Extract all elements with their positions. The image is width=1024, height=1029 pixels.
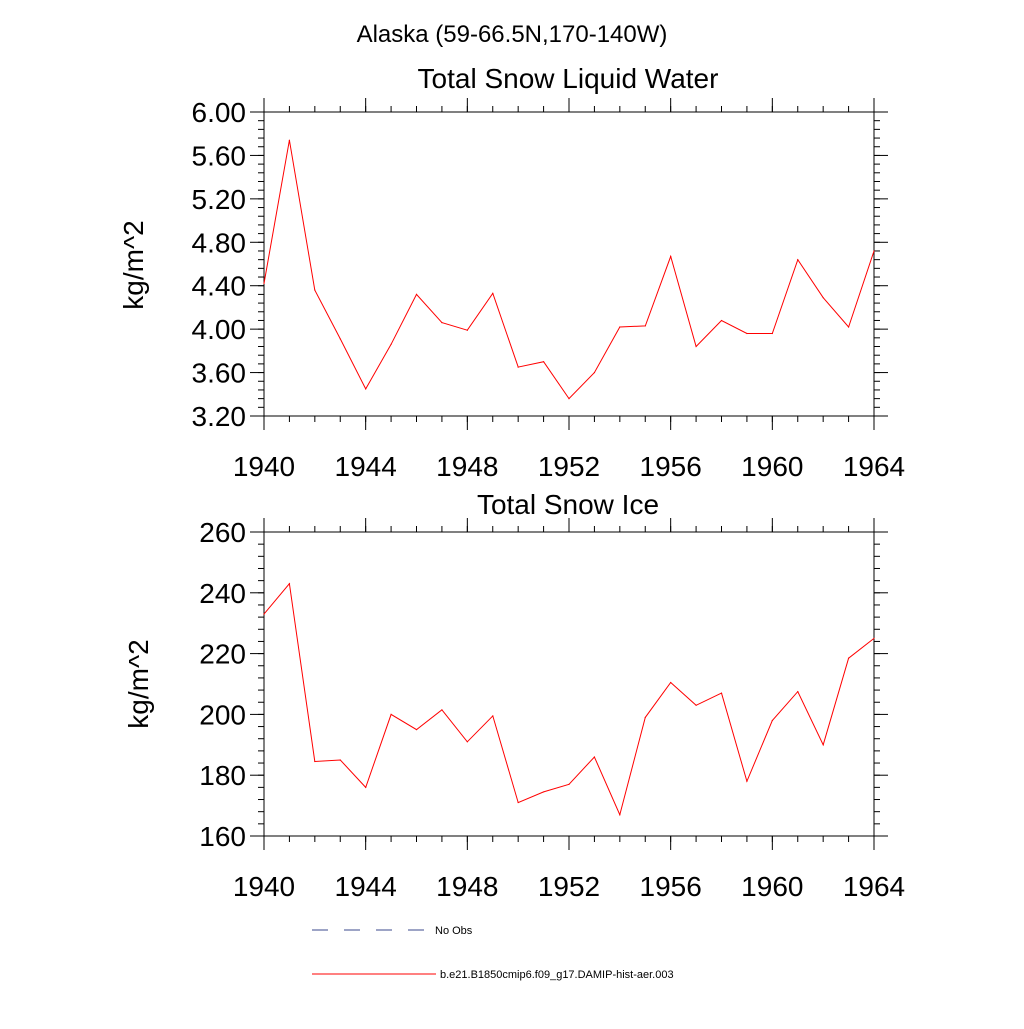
data-point — [288, 583, 291, 585]
data-point — [314, 760, 316, 763]
plot-frame — [263, 111, 875, 417]
data-point — [822, 744, 824, 746]
y-tick-label: 3.60 — [192, 358, 247, 389]
x-tick-label: 1940 — [233, 871, 295, 902]
data-point — [314, 289, 316, 291]
y-tick-label: 220 — [199, 639, 246, 670]
data-point — [847, 657, 850, 659]
data-point — [746, 332, 748, 335]
data-point — [542, 361, 545, 363]
data-point — [746, 780, 748, 782]
chart-title: Total Snow Ice — [477, 489, 659, 520]
data-point — [670, 681, 672, 684]
series-line — [263, 582, 875, 817]
data-point — [771, 719, 773, 722]
y-axis-label: kg/m^2 — [118, 220, 149, 309]
y-tick-label: 5.20 — [192, 184, 247, 215]
figure-title: Alaska (59-66.5N,170-140W) — [357, 21, 668, 48]
panel-snow-ice: Total Snow Ice kg/m^2 160 180 200 220 240 260… — [123, 489, 905, 902]
data-point — [771, 332, 773, 335]
legend: No Obs b.e21.B1850cmip6.f09_g17.DAMIP-hi… — [312, 925, 674, 981]
y-tick-label: 180 — [199, 760, 246, 791]
data-point — [288, 139, 291, 141]
data-point — [492, 715, 494, 717]
plot-frame — [263, 531, 875, 837]
x-tick-label: 1944 — [335, 451, 397, 482]
data-point — [720, 692, 723, 694]
y-tick-label: 240 — [199, 578, 246, 609]
x-tick-label: 1964 — [843, 871, 905, 902]
data-point — [619, 814, 621, 816]
y-tick-label: 4.80 — [192, 227, 247, 258]
x-tick-label: 1960 — [741, 871, 803, 902]
x-tick-label: 1964 — [843, 451, 905, 482]
y-tick-label: 260 — [199, 517, 246, 548]
y-tick-label: 4.00 — [192, 314, 247, 345]
data-point — [644, 325, 646, 327]
data-point — [593, 756, 596, 758]
series-line — [263, 140, 875, 400]
x-tick-label: 1960 — [741, 451, 803, 482]
y-tick-label: 200 — [199, 699, 246, 730]
data-point — [822, 297, 824, 299]
y-axis-label: kg/m^2 — [123, 639, 154, 728]
x-tick-label: 1940 — [233, 451, 295, 482]
data-point — [517, 801, 519, 804]
data-point — [695, 345, 697, 348]
y-tick-label: 3.20 — [192, 401, 247, 432]
panel-snow-liquid-water: Total Snow Liquid Water kg/m^2 3.20 3.60 4… — [118, 63, 905, 482]
data-point — [263, 282, 265, 285]
data-point — [441, 322, 443, 324]
x-tick-label: 1952 — [538, 871, 600, 902]
x-tick-label: 1952 — [538, 451, 600, 482]
data-point — [492, 292, 494, 294]
data-point — [517, 366, 519, 368]
data-point — [695, 704, 697, 706]
data-point — [542, 791, 545, 793]
data-point — [441, 709, 443, 711]
data-point — [390, 343, 392, 345]
x-tick-label: 1956 — [640, 871, 702, 902]
chart-title: Total Snow Liquid Water — [418, 63, 719, 94]
data-point — [568, 398, 570, 400]
legend-label-no-obs: No Obs — [435, 925, 473, 937]
data-point — [873, 250, 875, 252]
y-tick-label: 4.40 — [192, 271, 247, 302]
data-point — [720, 319, 723, 322]
x-tick-label: 1948 — [436, 871, 498, 902]
x-tick-label: 1944 — [335, 871, 397, 902]
data-point — [466, 741, 468, 743]
data-point — [339, 338, 341, 340]
data-point — [466, 329, 468, 331]
data-point — [365, 388, 367, 390]
data-point — [415, 729, 418, 731]
x-tick-label: 1956 — [640, 451, 702, 482]
data-point — [797, 691, 799, 693]
legend-label-model-run: b.e21.B1850cmip6.f09_g17.DAMIP-hist-aer.… — [440, 969, 674, 981]
data-point — [568, 783, 570, 785]
data-point — [365, 786, 367, 788]
data-point — [390, 713, 392, 716]
x-tick-label: 1948 — [436, 451, 498, 482]
data-point — [415, 293, 418, 295]
data-point — [644, 716, 646, 719]
y-tick-label: 6.00 — [192, 97, 247, 128]
data-point — [797, 259, 799, 261]
data-point — [339, 759, 341, 761]
y-tick-label: 160 — [199, 821, 246, 852]
data-point — [619, 326, 621, 328]
data-point — [670, 255, 672, 257]
data-point — [263, 613, 265, 615]
y-tick-label: 5.60 — [192, 140, 247, 171]
data-point — [593, 371, 596, 374]
data-point — [873, 637, 875, 640]
data-point — [847, 326, 850, 328]
